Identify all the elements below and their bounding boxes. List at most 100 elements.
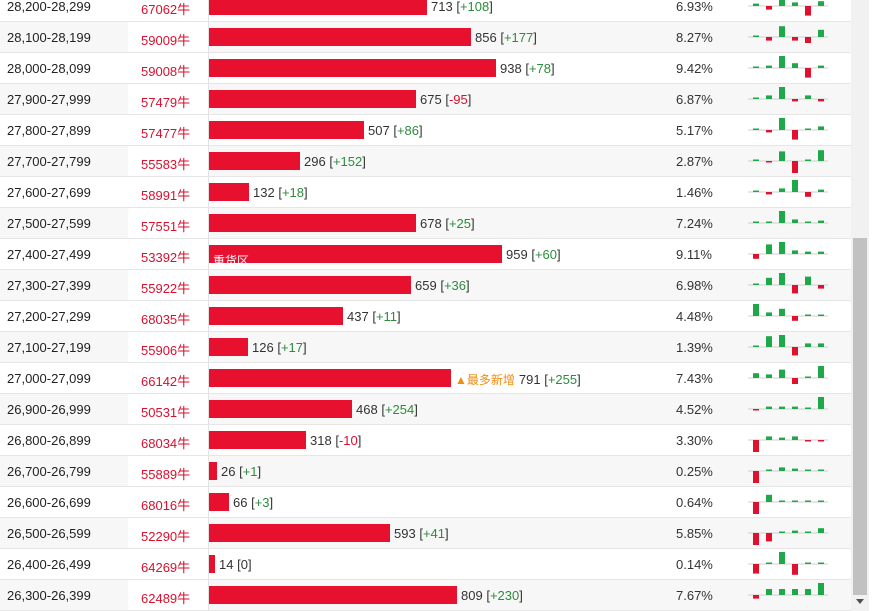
- bar-value-text: 856 [+177]: [475, 30, 537, 45]
- contract-id[interactable]: 55906牛: [141, 343, 191, 358]
- vertical-scrollbar[interactable]: [851, 0, 869, 611]
- contract-id[interactable]: 57479牛: [141, 95, 191, 110]
- quantity-value: 132: [253, 185, 275, 200]
- table-row[interactable]: 26,300-26,399 62489牛 809 [+230] 7.67%: [0, 580, 851, 611]
- contract-id[interactable]: 52290牛: [141, 529, 191, 544]
- contract-id-cell: 62489牛: [128, 580, 208, 610]
- table-row[interactable]: 27,500-27,599 57551牛 678 [+25] 7.24%: [0, 208, 851, 239]
- bar-value-text: 132 [+18]: [253, 185, 308, 200]
- contract-id[interactable]: 59008牛: [141, 64, 191, 79]
- contract-id[interactable]: 68034牛: [141, 436, 191, 451]
- mini-bar-chart: [748, 211, 828, 224]
- spark-bar: [805, 95, 811, 99]
- contract-id[interactable]: 55922牛: [141, 281, 191, 296]
- table-row[interactable]: 28,100-28,199 59009牛 856 [+177] 8.27%: [0, 22, 851, 53]
- spark-bar: [792, 2, 798, 6]
- contract-id[interactable]: 57477牛: [141, 126, 191, 141]
- contract-id[interactable]: 64269牛: [141, 560, 191, 575]
- spark-bar: [766, 221, 772, 223]
- bar-cell: 809 [+230]: [208, 580, 669, 610]
- quantity-bar: [209, 276, 411, 294]
- contract-id[interactable]: 67062牛: [141, 2, 191, 17]
- percentage: 9.42%: [676, 61, 713, 76]
- table-row[interactable]: 26,800-26,899 68034牛 318 [-10] 3.30%: [0, 425, 851, 456]
- quantity-bar: [209, 555, 215, 573]
- spark-bar: [818, 251, 824, 254]
- table-row[interactable]: 26,600-26,699 68016牛 66 [+3] 0.64%: [0, 487, 851, 518]
- contract-id[interactable]: 59009牛: [141, 33, 191, 48]
- table-row[interactable]: 27,800-27,899 57477牛 507 [+86] 5.17%: [0, 115, 851, 146]
- spark-bar: [766, 312, 772, 316]
- spark-bar: [818, 99, 824, 102]
- quantity-change: +78: [528, 61, 551, 76]
- percentage: 6.98%: [676, 278, 713, 293]
- quantity-change: -95: [448, 92, 468, 107]
- bar-cell: 126 [+17]: [208, 332, 669, 362]
- bar-cell: 26 [+1]: [208, 456, 669, 486]
- table-row[interactable]: 27,300-27,399 55922牛 659 [+36] 6.98%: [0, 270, 851, 301]
- spark-bar: [779, 188, 785, 192]
- spark-bar: [753, 409, 759, 411]
- bar-cell: 678 [+25]: [208, 208, 669, 238]
- contract-id[interactable]: 55889牛: [141, 467, 191, 482]
- table-row[interactable]: 27,900-27,999 57479牛 675 [-95] 6.87%: [0, 84, 851, 115]
- spark-bar: [818, 29, 824, 37]
- quantity-change: +177: [503, 30, 534, 45]
- spark-bar: [805, 221, 811, 223]
- table-row[interactable]: 27,700-27,799 55583牛 296 [+152] 2.87%: [0, 146, 851, 177]
- contract-id-cell: 68034牛: [128, 425, 208, 455]
- table-row[interactable]: 26,900-26,999 50531牛 468 [+254] 4.52%: [0, 394, 851, 425]
- mini-bar-chart: [748, 436, 828, 452]
- bar-cell: 437 [+11]: [208, 301, 669, 331]
- spark-bar: [766, 37, 772, 41]
- quantity-value: 678: [420, 216, 442, 231]
- mini-bar-chart: [748, 56, 828, 78]
- quantity-value: 296: [304, 154, 326, 169]
- table-row[interactable]: 26,400-26,499 64269牛 14 [0] 0.14%: [0, 549, 851, 580]
- price-range: 27,100-27,199: [7, 340, 91, 355]
- contract-id[interactable]: 68016牛: [141, 498, 191, 513]
- contract-id-cell: 68035牛: [128, 301, 208, 331]
- quantity-value: 126: [252, 340, 274, 355]
- contract-id[interactable]: 50531牛: [141, 405, 191, 420]
- spark-bar: [818, 500, 824, 502]
- spark-bar: [779, 500, 785, 502]
- contract-id[interactable]: 55583牛: [141, 157, 191, 172]
- table-row[interactable]: 27,200-27,299 68035牛 437 [+11] 4.48%: [0, 301, 851, 332]
- table-row[interactable]: 27,400-27,499 53392牛 重货区 959 [+60] 9.11%: [0, 239, 851, 270]
- bar-value-text: 66 [+3]: [233, 495, 274, 510]
- spark-bar: [753, 66, 759, 68]
- quantity-change: +254: [384, 402, 415, 417]
- bar-value-text: 26 [+1]: [221, 464, 262, 479]
- quantity-bar: 重货区: [209, 245, 502, 268]
- spark-bar: [792, 378, 798, 384]
- table-row[interactable]: 27,600-27,699 58991牛 132 [+18] 1.46%: [0, 177, 851, 208]
- contract-id[interactable]: 68035牛: [141, 312, 191, 327]
- scroll-down-arrow-icon[interactable]: [856, 599, 864, 604]
- spark-bar: [818, 126, 824, 130]
- table-row[interactable]: 27,000-27,099 66142牛 ▲最多新增 791 [+255] 7.4…: [0, 363, 851, 394]
- contract-id[interactable]: 57551牛: [141, 219, 191, 234]
- scrollbar-thumb[interactable]: [853, 238, 867, 595]
- spark-bar: [805, 276, 811, 285]
- table-row[interactable]: 26,500-26,599 52290牛 593 [+41] 5.85%: [0, 518, 851, 549]
- table-row[interactable]: 27,100-27,199 55906牛 126 [+17] 1.39%: [0, 332, 851, 363]
- contract-id[interactable]: 62489牛: [141, 591, 191, 606]
- spark-bar: [753, 221, 759, 223]
- table-row[interactable]: 26,700-26,799 55889牛 26 [+1] 0.25%: [0, 456, 851, 487]
- quantity-change: +255: [547, 372, 578, 387]
- contract-id[interactable]: 58991牛: [141, 188, 191, 203]
- mini-bar-chart: [748, 180, 828, 197]
- price-range: 28,200-28,299: [7, 0, 91, 14]
- contract-id[interactable]: 53392牛: [141, 250, 191, 265]
- table-row[interactable]: 28,200-28,299 67062牛 713 [+108] 6.93%: [0, 0, 851, 22]
- table-row[interactable]: 28,000-28,099 59008牛 938 [+78] 9.42%: [0, 53, 851, 84]
- spark-bar: [753, 283, 759, 285]
- price-range: 28,100-28,199: [7, 30, 91, 45]
- mini-bar-chart: [748, 397, 828, 411]
- spark-bar: [818, 1, 824, 6]
- contract-id-cell: 66142牛: [128, 363, 208, 393]
- spark-bar: [792, 161, 798, 173]
- spark-bar: [792, 285, 798, 294]
- contract-id[interactable]: 66142牛: [141, 374, 191, 389]
